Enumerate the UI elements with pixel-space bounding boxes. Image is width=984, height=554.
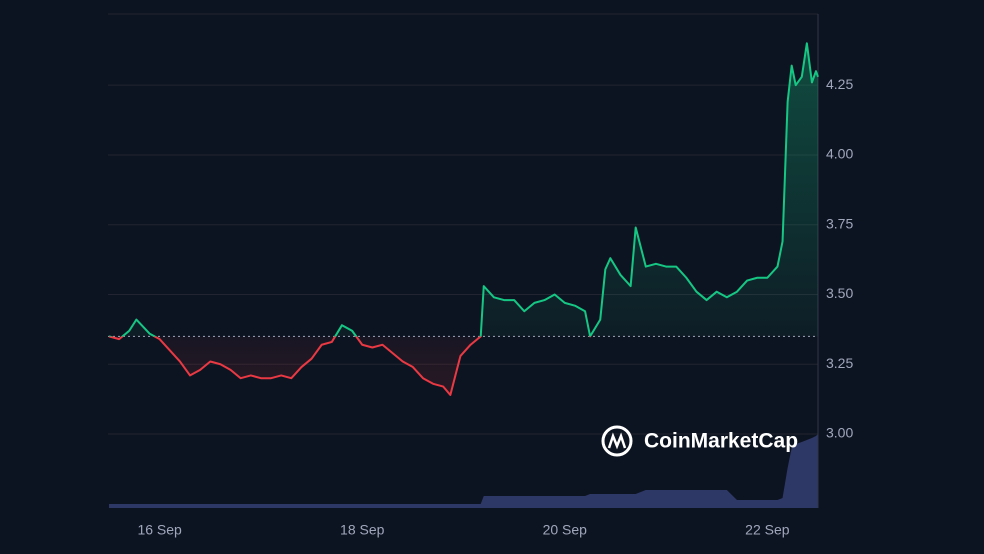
watermark-logo (601, 425, 633, 457)
price-line (108, 42, 819, 396)
y-tick-label: 3.25 (826, 355, 853, 371)
x-tick-label: 16 Sep (137, 522, 182, 538)
y-tick-label: 4.25 (826, 76, 853, 92)
y-tick-label: 3.75 (826, 215, 853, 231)
watermark-text: CoinMarketCap (644, 430, 798, 453)
volume-area (109, 434, 819, 508)
x-tick-label: 22 Sep (745, 522, 790, 538)
y-tick-label: 3.50 (826, 285, 853, 301)
watermark: CoinMarketCap (601, 425, 798, 457)
price-area (109, 43, 819, 395)
watermark-logo-mark (607, 432, 627, 450)
y-tick-label: 3.00 (826, 425, 853, 441)
x-tick-label: 18 Sep (340, 522, 385, 538)
y-tick-label: 4.00 (826, 146, 853, 162)
x-tick-label: 20 Sep (543, 522, 588, 538)
